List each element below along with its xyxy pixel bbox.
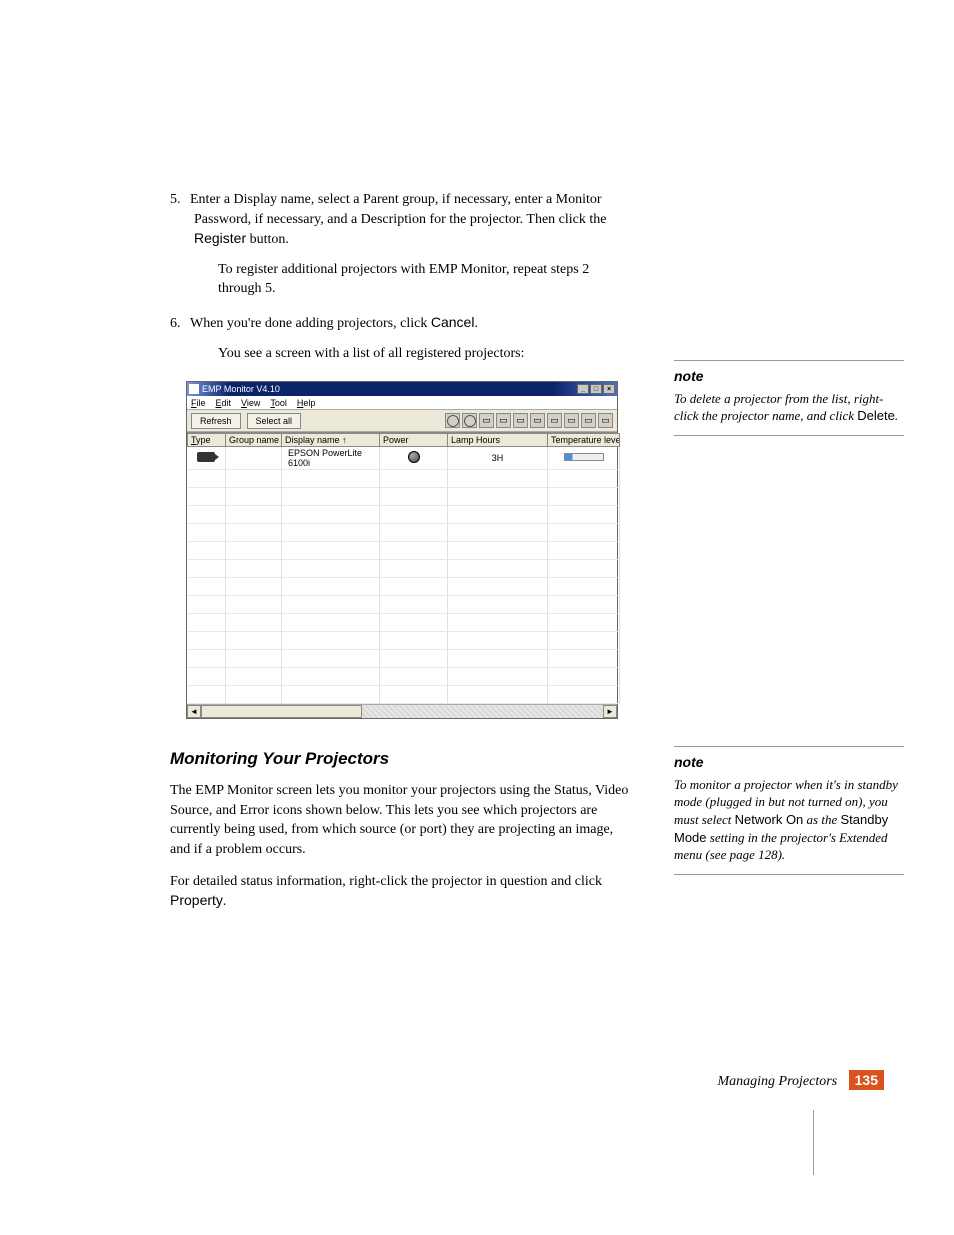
select-all-button[interactable]: Select all <box>247 413 302 429</box>
table-row <box>188 542 620 560</box>
note-standby: note To monitor a projector when it's in… <box>674 746 904 875</box>
table-row <box>188 596 620 614</box>
column-header[interactable]: Temperature level <box>548 434 620 447</box>
ui-term: Register <box>194 230 246 246</box>
column-header[interactable]: Display name ↑ <box>282 434 380 447</box>
toolbar-icon[interactable]: ▭ <box>564 413 579 428</box>
table-row <box>188 560 620 578</box>
toolbar-icon[interactable]: ▭ <box>547 413 562 428</box>
body-paragraph: The EMP Monitor screen lets you monitor … <box>170 781 630 859</box>
maximize-icon[interactable]: □ <box>590 384 602 394</box>
menu-help[interactable]: Help <box>297 398 316 408</box>
toolbar-icon[interactable]: ▭ <box>513 413 528 428</box>
temperature-bar <box>564 453 604 461</box>
toolbar-icon[interactable]: ▭ <box>598 413 613 428</box>
body-paragraph: For detailed status information, right-c… <box>170 872 630 912</box>
close-icon[interactable]: × <box>603 384 615 394</box>
horizontal-scrollbar[interactable]: ◄ ► <box>187 704 617 718</box>
app-icon <box>189 384 199 394</box>
note-delete: note To delete a projector from the list… <box>674 360 904 436</box>
toolbar-icon[interactable]: ▭ <box>581 413 596 428</box>
scroll-left-icon[interactable]: ◄ <box>187 705 201 718</box>
emp-monitor-screenshot: EMP Monitor V4.10 _ □ × File Edit View Tool… <box>186 381 618 719</box>
refresh-button[interactable]: Refresh <box>191 413 241 429</box>
note-body: To monitor a projector when it's in stan… <box>674 776 904 864</box>
note-title: note <box>674 367 904 386</box>
scroll-right-icon[interactable]: ► <box>603 705 617 718</box>
toolbar: RefreshSelect all▭▭▭▭▭▭▭▭ <box>187 410 617 432</box>
table-row <box>188 614 620 632</box>
toolbar-icon[interactable]: ▭ <box>479 413 494 428</box>
toolbar-icon[interactable]: ▭ <box>530 413 545 428</box>
table-row <box>188 524 620 542</box>
column-header[interactable]: Group name <box>226 434 282 447</box>
menubar: File Edit View Tool Help <box>187 396 617 410</box>
menu-view[interactable]: View <box>241 398 260 408</box>
projector-table: TypeGroup nameDisplay name ↑PowerLamp Ho… <box>187 432 617 704</box>
page-number: 135 <box>849 1070 884 1090</box>
chapter-title: Managing Projectors <box>718 1074 838 1089</box>
projector-icon <box>197 452 215 462</box>
menu-edit[interactable]: Edit <box>216 398 232 408</box>
ui-term: Cancel <box>431 314 475 330</box>
step-item: 6.When you're done adding projectors, cl… <box>170 313 630 363</box>
section-heading: Monitoring Your Projectors <box>170 749 630 769</box>
column-header[interactable]: Power <box>380 434 448 447</box>
table-row <box>188 470 620 488</box>
titlebar: EMP Monitor V4.10 _ □ × <box>187 382 617 396</box>
table-row <box>188 578 620 596</box>
table-row <box>188 686 620 704</box>
window-title: EMP Monitor V4.10 <box>202 384 280 394</box>
footer-divider <box>813 1110 814 1175</box>
table-row <box>188 506 620 524</box>
table-row <box>188 668 620 686</box>
column-header[interactable]: Lamp Hours <box>448 434 548 447</box>
menu-file[interactable]: File <box>191 398 206 408</box>
toolbar-icon[interactable] <box>462 413 477 428</box>
column-header[interactable]: Type <box>188 434 226 447</box>
minimize-icon[interactable]: _ <box>577 384 589 394</box>
toolbar-icon[interactable]: ▭ <box>496 413 511 428</box>
menu-tool[interactable]: Tool <box>270 398 287 408</box>
table-row <box>188 650 620 668</box>
step-sub: You see a screen with a list of all regi… <box>194 344 630 364</box>
page-footer: Managing Projectors 135 <box>624 1072 884 1090</box>
step-sub: To register additional projectors with E… <box>194 260 630 299</box>
toolbar-icon[interactable] <box>445 413 460 428</box>
table-row[interactable]: EPSON PowerLite 6100i3H <box>188 447 620 470</box>
scroll-thumb[interactable] <box>201 705 362 718</box>
table-row <box>188 632 620 650</box>
table-row <box>188 488 620 506</box>
note-body: To delete a projector from the list, rig… <box>674 390 904 425</box>
power-status-icon <box>408 451 420 463</box>
ui-term-property: Property <box>170 892 223 908</box>
step-item: 5.Enter a Display name, select a Parent … <box>170 190 630 299</box>
note-title: note <box>674 753 904 772</box>
